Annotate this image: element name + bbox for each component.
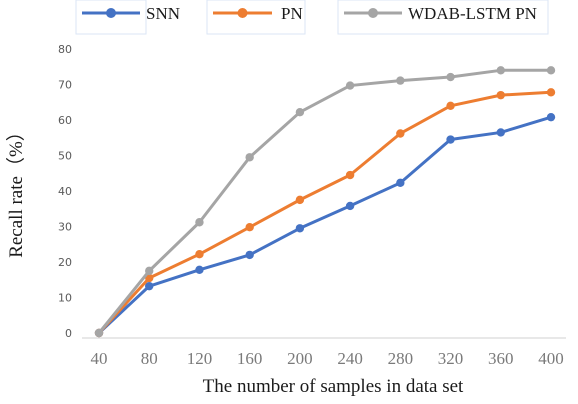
y-tick-label: 70	[58, 79, 72, 92]
legend: SNN PN WDAB-LSTM PN	[75, 0, 549, 35]
data-point	[295, 224, 305, 233]
data-point	[396, 178, 405, 188]
x-tick-label: 240	[337, 349, 363, 368]
legend-item: WDAB-LSTM PN	[337, 0, 549, 35]
series-wdab-lstm-pn	[94, 66, 556, 338]
legend-item: SNN	[75, 0, 180, 35]
legend-item-frame	[337, 0, 549, 35]
x-tick-label: 360	[488, 349, 514, 368]
data-point	[345, 170, 355, 180]
data-point	[446, 135, 455, 144]
x-tick-label: 160	[237, 349, 263, 368]
data-point	[396, 76, 405, 85]
series-layer	[94, 66, 556, 338]
data-point	[245, 223, 254, 232]
data-point	[195, 249, 204, 259]
data-point	[94, 328, 104, 338]
y-tick-label: 10	[58, 292, 72, 305]
data-point	[446, 72, 455, 82]
data-point	[195, 265, 204, 275]
data-point	[195, 218, 204, 227]
x-tick-label: 120	[187, 349, 213, 368]
legend-label: SNN	[146, 4, 180, 23]
data-point	[295, 195, 305, 205]
x-tick-label: 200	[287, 349, 313, 368]
data-point	[145, 266, 154, 276]
y-tick-label: 80	[58, 43, 72, 56]
x-tick-label: 40	[91, 349, 108, 368]
legend-label: PN	[281, 4, 303, 23]
data-point	[546, 66, 556, 75]
legend-item: PN	[206, 0, 306, 35]
x-tick-label: 320	[438, 349, 464, 368]
legend-item-frame	[75, 0, 147, 35]
data-point	[446, 101, 455, 111]
x-axis-ticks: 40 80 120 160 200 240 280 320 360 400	[91, 349, 564, 368]
x-tick-label: 80	[141, 349, 158, 368]
data-point	[145, 281, 154, 291]
x-axis-title: The number of samples in data set	[203, 376, 464, 397]
data-point	[245, 250, 254, 260]
y-tick-label: 60	[58, 114, 72, 127]
y-tick-label: 50	[58, 150, 72, 163]
y-axis-title: Recall rate（%）	[5, 122, 27, 258]
legend-swatch-marker	[237, 8, 248, 18]
x-tick-label: 400	[538, 349, 564, 368]
data-point	[396, 129, 405, 138]
data-point	[345, 201, 355, 211]
legend-swatch-marker	[368, 8, 378, 18]
y-tick-label: 30	[58, 221, 72, 234]
legend-swatch-marker	[106, 8, 116, 18]
series-line	[97, 90, 553, 335]
y-axis-ticks: 0 10 20 30 40 50 60 70 80	[58, 43, 72, 340]
data-point	[496, 128, 505, 137]
data-point	[245, 153, 254, 162]
data-point	[496, 90, 505, 100]
data-point	[345, 81, 355, 90]
legend-label: WDAB-LSTM PN	[408, 4, 537, 23]
data-point	[546, 88, 556, 97]
y-tick-label: 0	[65, 327, 72, 340]
series-line	[97, 68, 553, 335]
y-tick-label: 20	[58, 256, 72, 269]
series-line	[97, 115, 553, 335]
data-point	[496, 66, 505, 75]
y-tick-label: 40	[58, 185, 72, 198]
legend-item-frame	[206, 0, 306, 35]
data-point	[145, 273, 154, 283]
data-point	[546, 112, 556, 122]
x-tick-label: 280	[388, 349, 414, 368]
series-snn	[94, 112, 556, 338]
series-pn	[94, 88, 556, 338]
data-point	[295, 107, 305, 117]
